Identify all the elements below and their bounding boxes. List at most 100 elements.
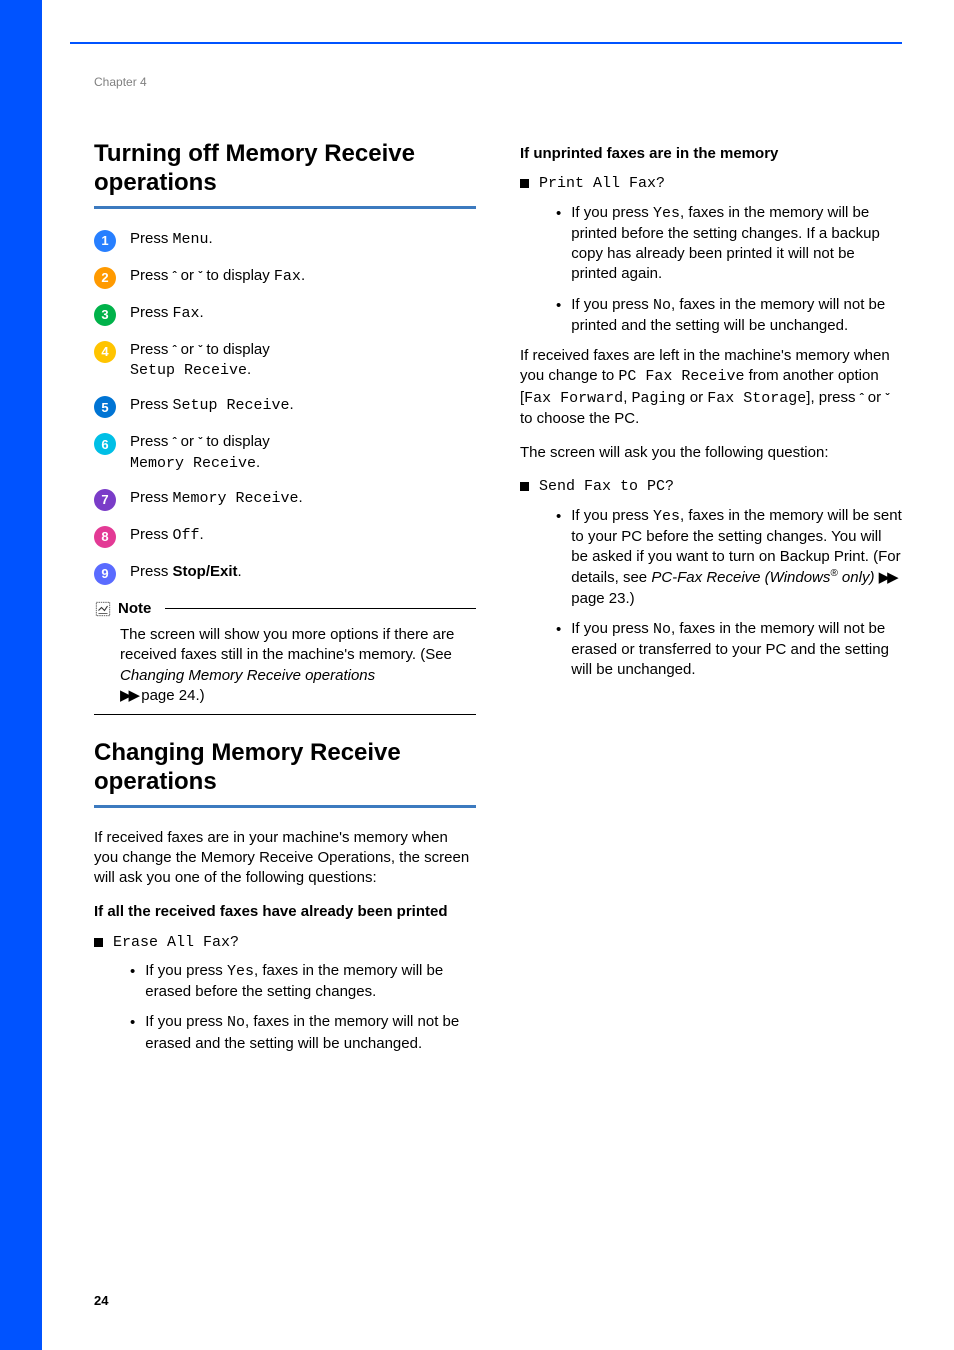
sub3-bullets: •If you press Yes, faxes in the memory w… bbox=[556, 506, 902, 681]
note-rule-bottom bbox=[94, 714, 476, 715]
steps-list: 1 Press Menu. 2 Press ˆ or ˇ to display Fax… bbox=[94, 229, 476, 585]
prompt-print-all-text: Print All Fax? bbox=[539, 174, 665, 194]
note-text-1: The screen will show you more options if… bbox=[120, 626, 454, 663]
section2-intro: If received faxes are in your machine's … bbox=[94, 828, 476, 889]
step-number-badge: 5 bbox=[94, 396, 116, 418]
step: 3 Press Fax. bbox=[94, 303, 476, 326]
para1-d: or bbox=[686, 389, 708, 406]
chapter-label: Chapter 4 bbox=[94, 74, 902, 90]
bullet-dot-icon: • bbox=[130, 1013, 135, 1054]
list-item-text: If you press Yes, faxes in the memory wi… bbox=[145, 961, 476, 1003]
para1-code1: PC Fax Receive bbox=[618, 368, 744, 385]
list-item-text: If you press No, faxes in the memory wil… bbox=[571, 619, 902, 681]
note-icon bbox=[94, 600, 112, 618]
list-item-text: If you press No, faxes in the memory wil… bbox=[145, 1012, 476, 1054]
step-number-badge: 4 bbox=[94, 341, 116, 363]
step-body: Press ˆ or ˇ to displayMemory Receive. bbox=[130, 432, 476, 474]
step: 7 Press Memory Receive. bbox=[94, 488, 476, 511]
caret-down-icon: ˇ bbox=[885, 392, 889, 404]
caret-up-icon: ˆ bbox=[173, 270, 177, 282]
bullet-dot-icon: • bbox=[130, 962, 135, 1003]
para-question: The screen will ask you the following qu… bbox=[520, 443, 902, 463]
prompt-send-fax: Send Fax to PC? bbox=[520, 477, 902, 497]
sub-heading-unprinted: If unprinted faxes are in the memory bbox=[520, 144, 902, 164]
note-header: Note bbox=[94, 599, 476, 619]
step-number-badge: 7 bbox=[94, 489, 116, 511]
caret-up-icon: ˆ bbox=[860, 392, 864, 404]
para1-code2: Fax Forward bbox=[524, 390, 623, 407]
list-item: •If you press Yes, faxes in the memory w… bbox=[556, 203, 902, 285]
step: 2 Press ˆ or ˇ to display Fax. bbox=[94, 266, 476, 289]
step-number-badge: 8 bbox=[94, 526, 116, 548]
list-item: •If you press No, faxes in the memory wi… bbox=[556, 619, 902, 681]
bullet-dot-icon: • bbox=[556, 620, 561, 681]
note-text-italic: Changing Memory Receive operations bbox=[120, 667, 375, 684]
step-number-badge: 3 bbox=[94, 304, 116, 326]
bullet-dot-icon: • bbox=[556, 507, 561, 609]
step-body: Press Memory Receive. bbox=[130, 488, 476, 509]
step-body: Press Fax. bbox=[130, 303, 476, 324]
section-title-changing: Changing Memory Receive operations bbox=[94, 739, 476, 797]
prompt-erase-all-text: Erase All Fax? bbox=[113, 933, 239, 953]
list-item-text: If you press Yes, faxes in the memory wi… bbox=[571, 506, 902, 609]
page-content: Chapter 4 Turning off Memory Receive ope… bbox=[42, 0, 954, 1064]
step-number-badge: 9 bbox=[94, 563, 116, 585]
sub-heading-printed: If all the received faxes have already b… bbox=[94, 902, 476, 922]
para1-code3: Paging bbox=[632, 390, 686, 407]
sub1-bullets: •If you press Yes, faxes in the memory w… bbox=[130, 961, 476, 1054]
bullet-dot-icon: • bbox=[556, 204, 561, 285]
caret-up-icon: ˆ bbox=[173, 436, 177, 448]
list-item: •If you press No, faxes in the memory wi… bbox=[556, 295, 902, 337]
step-body: Press Off. bbox=[130, 525, 476, 546]
step: 8 Press Off. bbox=[94, 525, 476, 548]
step-body: Press ˆ or ˇ to displaySetup Receive. bbox=[130, 340, 476, 382]
para1-f: to choose the PC. bbox=[520, 410, 639, 427]
page-number: 24 bbox=[94, 1292, 108, 1310]
step: 1 Press Menu. bbox=[94, 229, 476, 252]
caret-down-icon: ˇ bbox=[198, 270, 202, 282]
list-item: •If you press No, faxes in the memory wi… bbox=[130, 1012, 476, 1054]
step-number-badge: 2 bbox=[94, 267, 116, 289]
caret-down-icon: ˇ bbox=[198, 436, 202, 448]
section-title-turning-off: Turning off Memory Receive operations bbox=[94, 140, 476, 198]
square-bullet-icon bbox=[520, 179, 529, 188]
step: 5 Press Setup Receive. bbox=[94, 395, 476, 418]
caret-down-icon: ˇ bbox=[198, 344, 202, 356]
title-rule bbox=[94, 206, 476, 209]
prompt-erase-all: Erase All Fax? bbox=[94, 933, 476, 953]
para-pc-fax: If received faxes are left in the machin… bbox=[520, 346, 902, 429]
list-item: •If you press Yes, faxes in the memory w… bbox=[556, 506, 902, 609]
step-number-badge: 6 bbox=[94, 433, 116, 455]
para1-e: ], press bbox=[806, 389, 859, 406]
note-body: The screen will show you more options if… bbox=[120, 625, 476, 706]
note-label: Note bbox=[118, 599, 151, 619]
step: 4 Press ˆ or ˇ to displaySetup Receive. bbox=[94, 340, 476, 382]
caret-up-icon: ˆ bbox=[173, 344, 177, 356]
para1-code4: Fax Storage bbox=[707, 390, 806, 407]
double-arrow-icon: ▶▶ bbox=[879, 569, 896, 586]
list-item-text: If you press No, faxes in the memory wil… bbox=[571, 295, 902, 337]
step: 6 Press ˆ or ˇ to displayMemory Receive. bbox=[94, 432, 476, 474]
step-body: Press Setup Receive. bbox=[130, 395, 476, 416]
sub2-bullets: •If you press Yes, faxes in the memory w… bbox=[556, 203, 902, 337]
para1-c: , bbox=[623, 389, 631, 406]
right-column: If unprinted faxes are in the memory Pri… bbox=[520, 140, 902, 1064]
step-body: Press Menu. bbox=[130, 229, 476, 250]
note-text-2: page 24.) bbox=[137, 687, 205, 704]
list-item-text: If you press Yes, faxes in the memory wi… bbox=[571, 203, 902, 285]
step: 9 Press Stop/Exit. bbox=[94, 562, 476, 585]
note-rule-top bbox=[165, 608, 476, 609]
step-body: Press ˆ or ˇ to display Fax. bbox=[130, 266, 476, 287]
list-item: •If you press Yes, faxes in the memory w… bbox=[130, 961, 476, 1003]
prompt-send-fax-text: Send Fax to PC? bbox=[539, 477, 674, 497]
step-number-badge: 1 bbox=[94, 230, 116, 252]
page-sidebar bbox=[0, 0, 42, 1350]
left-column: Turning off Memory Receive operations 1P… bbox=[94, 140, 476, 1064]
prompt-print-all: Print All Fax? bbox=[520, 174, 902, 194]
square-bullet-icon bbox=[520, 482, 529, 491]
double-arrow-icon: ▶▶ bbox=[120, 687, 137, 704]
title-rule-2 bbox=[94, 805, 476, 808]
bullet-dot-icon: • bbox=[556, 296, 561, 337]
step-body: Press Stop/Exit. bbox=[130, 562, 476, 582]
square-bullet-icon bbox=[94, 938, 103, 947]
